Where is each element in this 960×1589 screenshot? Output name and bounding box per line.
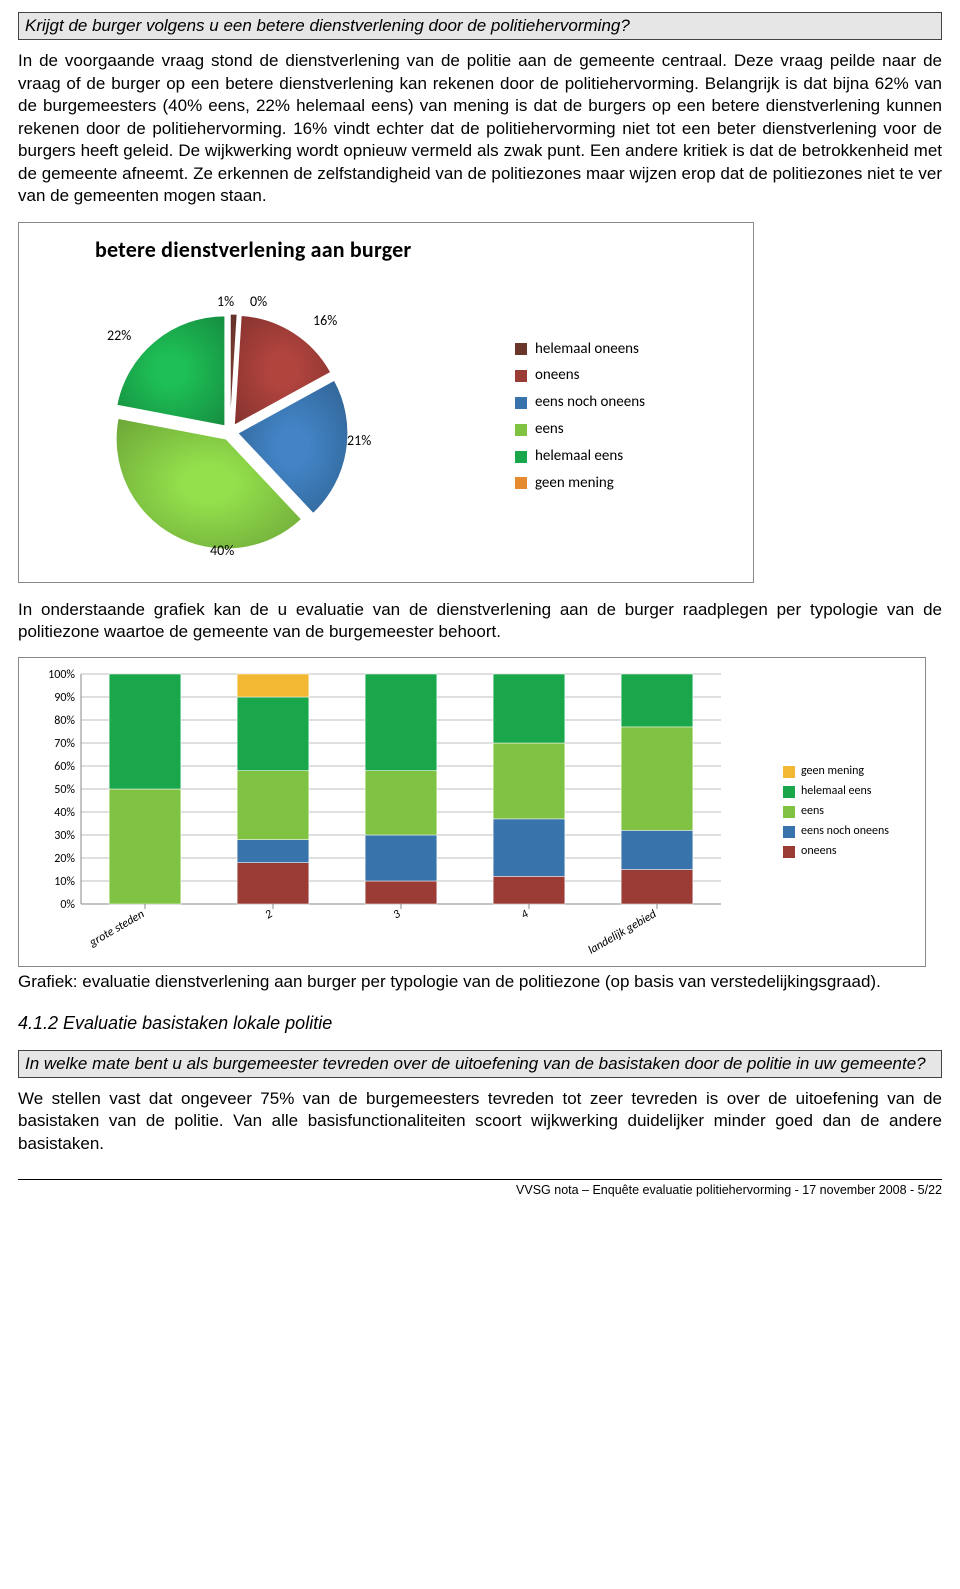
legend-label: eens noch oneens <box>535 393 645 413</box>
legend-label: oneens <box>535 366 579 386</box>
y-axis-label: 50% <box>54 783 75 797</box>
bar-chart-caption: Grafiek: evaluatie dienstverlening aan b… <box>18 971 942 993</box>
y-axis-label: 80% <box>54 714 75 728</box>
legend-swatch <box>783 806 795 818</box>
legend-swatch <box>783 766 795 778</box>
legend-swatch <box>515 397 527 409</box>
bar-segment <box>493 674 565 743</box>
x-axis-label: 2 <box>263 908 275 923</box>
legend-item: oneens <box>515 366 645 386</box>
x-axis-label: grote steden <box>86 908 147 951</box>
legend-label: eens <box>535 420 564 440</box>
bar-segment <box>493 819 565 877</box>
legend-label: eens <box>801 804 824 820</box>
bar-segment <box>621 831 693 870</box>
legend-item: eens noch oneens <box>783 824 889 840</box>
legend-label: helemaal eens <box>535 447 623 467</box>
legend-swatch <box>515 477 527 489</box>
legend-label: helemaal eens <box>801 784 872 800</box>
bar-segment <box>365 881 437 904</box>
bar-segment <box>493 743 565 819</box>
legend-swatch <box>515 370 527 382</box>
x-axis-label: landelijk gebied <box>586 908 659 958</box>
bar-segment <box>621 727 693 831</box>
bar-chart: 0% 10% 20% 30% 40% 50% 60% 70% 80% 90% 100% grote s… <box>23 664 783 964</box>
legend-swatch <box>783 786 795 798</box>
legend-item: oneens <box>783 844 889 860</box>
legend-label: helemaal oneens <box>535 340 639 360</box>
bar-segment <box>621 870 693 905</box>
question-box-1: Krijgt de burger volgens u een betere di… <box>18 12 942 40</box>
y-axis-label: 10% <box>54 875 75 889</box>
pie-chart-container: betere dienstverlening aan burger 1% 0% 16… <box>18 222 754 583</box>
y-axis-label: 100% <box>48 668 75 682</box>
legend-item: eens <box>515 420 645 440</box>
y-axis-label: 30% <box>54 829 75 843</box>
y-axis-label: 0% <box>60 898 75 912</box>
bar-segment <box>237 840 309 863</box>
legend-item: eens <box>783 804 889 820</box>
y-axis-label: 40% <box>54 806 75 820</box>
pie-legend: helemaal oneens oneens eens noch oneens een… <box>515 340 645 501</box>
legend-swatch <box>783 846 795 858</box>
legend-swatch <box>783 826 795 838</box>
legend-item: geen mening <box>515 474 645 494</box>
legend-item: helemaal eens <box>783 784 889 800</box>
legend-item: helemaal eens <box>515 447 645 467</box>
bar-segment <box>237 863 309 904</box>
legend-swatch <box>515 343 527 355</box>
question-box-2: In welke mate bent u als burgemeester te… <box>18 1050 942 1078</box>
bar-segment <box>365 771 437 835</box>
bar-legend: geen mening helemaal eens eens eens noch on… <box>783 764 889 863</box>
bar-segment <box>109 789 181 904</box>
x-axis-label: 4 <box>519 907 532 923</box>
paragraph-2: In onderstaande grafiek kan de u evaluat… <box>18 599 942 644</box>
section-heading: 4.1.2 Evaluatie basistaken lokale politi… <box>18 1012 942 1036</box>
pie-chart-title: betere dienstverlening aan burger <box>95 235 745 264</box>
bar-segment <box>365 674 437 771</box>
y-axis-label: 60% <box>54 760 75 774</box>
bar-segment <box>109 674 181 789</box>
pie-data-label: 21% <box>347 432 371 449</box>
pie-slice <box>117 315 225 425</box>
bar-segment <box>237 674 309 697</box>
legend-label: oneens <box>801 844 837 860</box>
bar-segment <box>493 877 565 905</box>
legend-label: geen mening <box>535 474 614 494</box>
pie-data-label: 1% <box>217 293 234 310</box>
x-axis-label: 3 <box>391 908 403 923</box>
y-axis-label: 70% <box>54 737 75 751</box>
page-footer: VVSG nota – Enquête evaluatie politieher… <box>18 1179 942 1199</box>
pie-data-label: 16% <box>313 312 337 329</box>
pie-chart: 1% 0% 16% 21% 40% 22% <box>25 270 455 580</box>
bar-segment <box>365 835 437 881</box>
paragraph-1: In de voorgaande vraag stond de dienstve… <box>18 50 942 207</box>
legend-swatch <box>515 451 527 463</box>
legend-label: eens noch oneens <box>801 824 889 840</box>
bar-segment <box>237 697 309 771</box>
pie-data-label: 40% <box>210 542 234 559</box>
legend-item: geen mening <box>783 764 889 780</box>
pie-data-label: 22% <box>107 327 131 344</box>
legend-item: eens noch oneens <box>515 393 645 413</box>
legend-swatch <box>515 424 527 436</box>
legend-item: helemaal oneens <box>515 340 645 360</box>
paragraph-3: We stellen vast dat ongeveer 75% van de … <box>18 1088 942 1155</box>
bar-segment <box>237 771 309 840</box>
pie-data-label: 0% <box>250 293 267 310</box>
bar-chart-container: 0% 10% 20% 30% 40% 50% 60% 70% 80% 90% 100% grote s… <box>18 657 926 967</box>
legend-label: geen mening <box>801 764 864 780</box>
bar-segment <box>621 674 693 727</box>
y-axis-label: 20% <box>54 852 75 866</box>
y-axis-label: 90% <box>54 691 75 705</box>
